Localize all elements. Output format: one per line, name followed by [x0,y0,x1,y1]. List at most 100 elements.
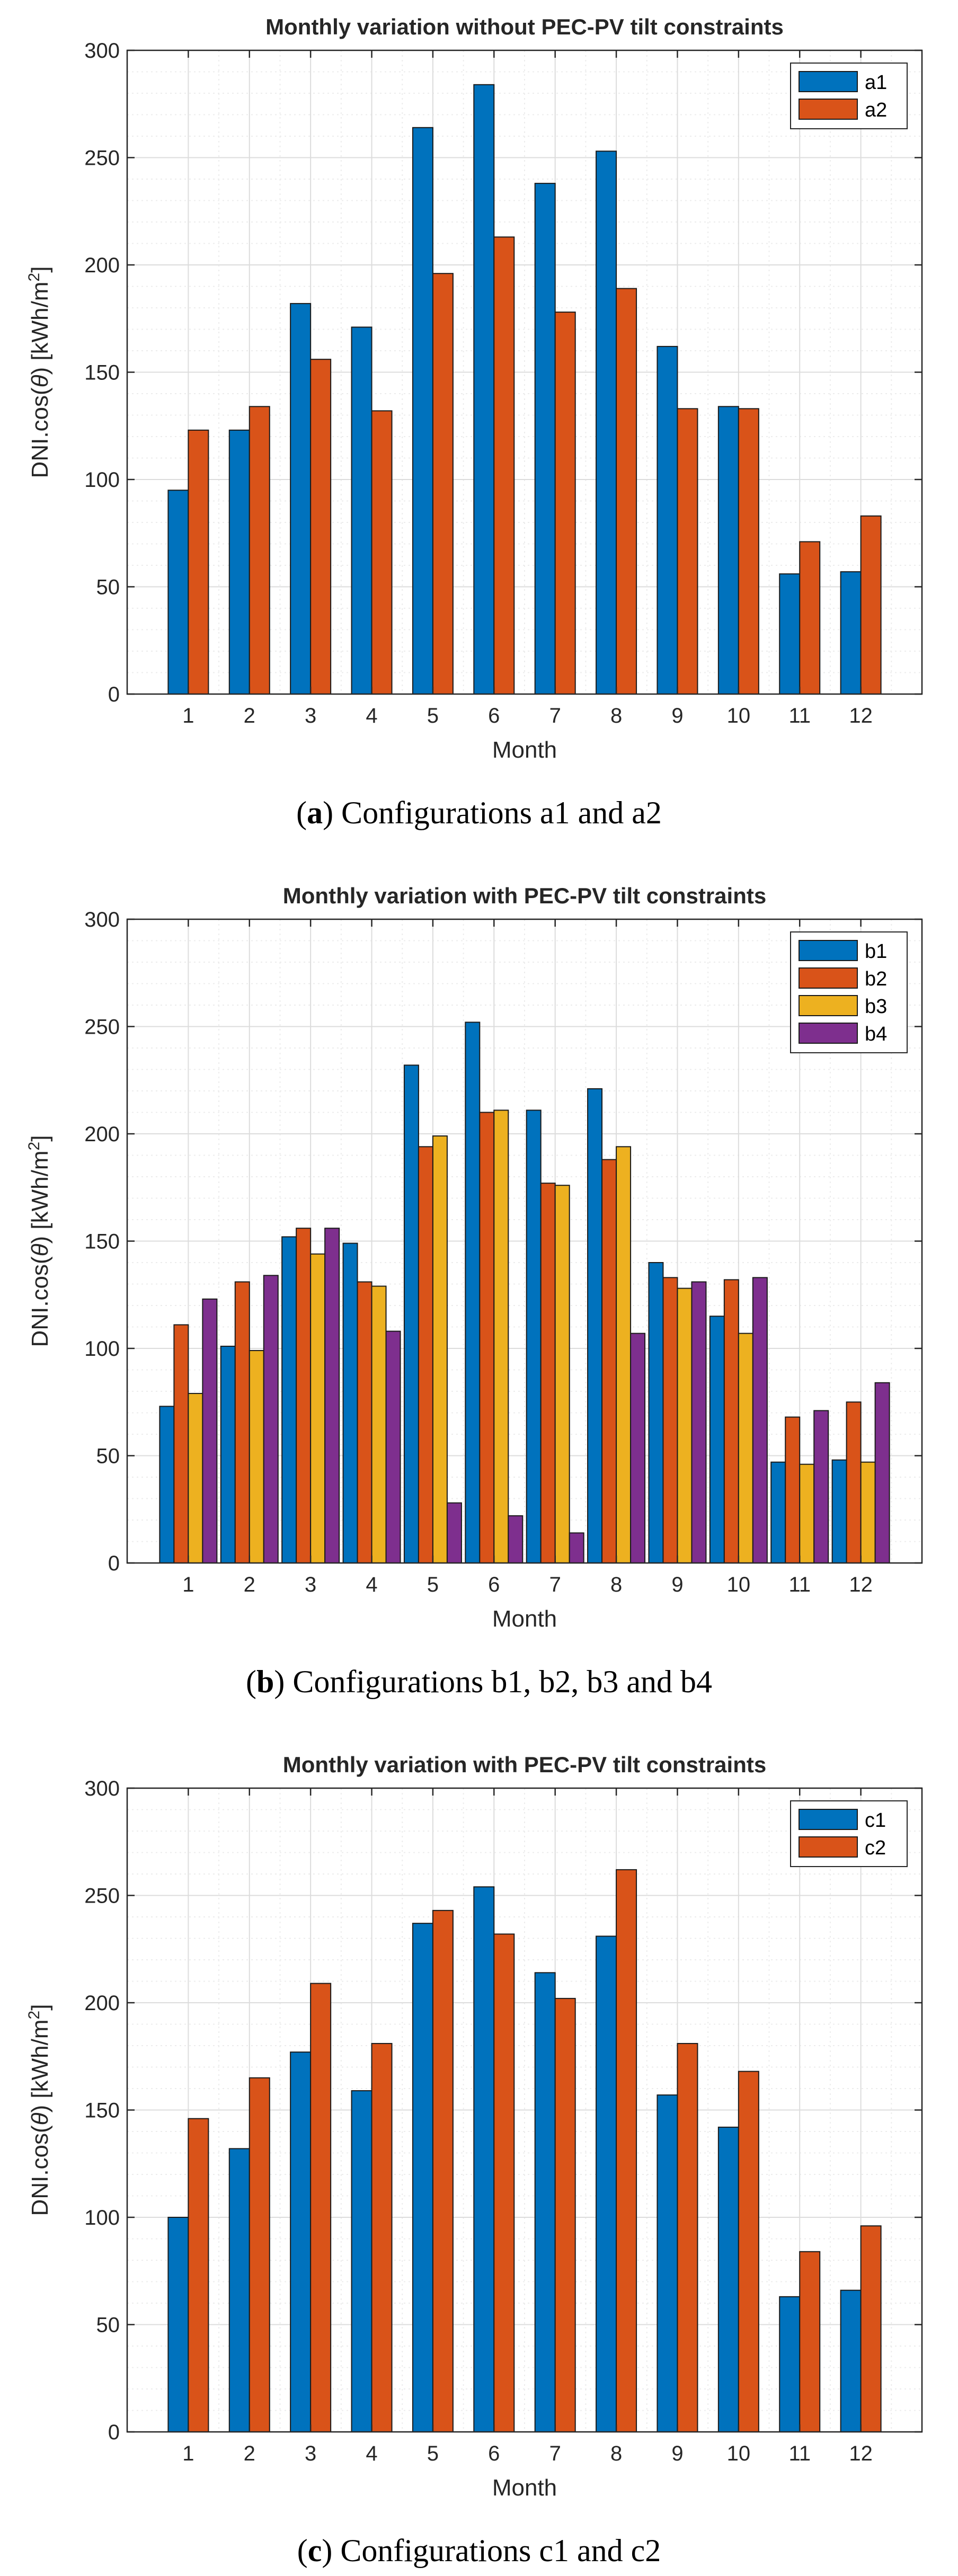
caption-close: ) [322,2533,341,2568]
chart-panel-c: 0 50 100 150 200 250 300 1 2 3 4 5 6 7 8 9 10 11 12 Monthly… [0,1738,958,2575]
bar-c2-month-7 [554,1997,576,2432]
x-tick-label: 11 [788,704,811,727]
bar-b2-month-7 [540,1183,556,1564]
caption-a: (a) Configurations a1 and a2 [0,795,958,831]
bar-c2-month-11 [799,2251,821,2432]
x-tick-label: 2 [244,1573,255,1596]
bar-a2-month-10 [738,408,759,695]
legend-swatch-c2 [799,1836,858,1858]
bar-b3-month-4 [371,1285,387,1564]
y-tick-label: 50 [96,1445,120,1468]
caption-c: (c) Configurations c1 and c2 [0,2533,958,2569]
y-label-part: ] [27,2004,53,2011]
y-tick-label: 150 [84,2099,120,2122]
bar-c1-month-1 [167,2217,189,2432]
bar-c2-month-12 [860,2225,882,2432]
bar-c1-month-9 [657,2094,678,2432]
bar-b4-month-3 [324,1228,340,1564]
bar-a2-month-7 [554,312,576,695]
x-tick-label: 9 [671,2442,683,2465]
bar-b2-month-4 [357,1281,372,1564]
caption-text: Configurations b1, b2, b3 and b4 [292,1664,712,1699]
bar-c1-month-6 [473,1886,495,2432]
x-tick-label: 11 [788,1573,811,1596]
legend-label-c2: c2 [865,1837,886,1859]
bar-b1-month-5 [403,1064,419,1564]
bar-c1-month-2 [228,2148,250,2432]
bar-b1-month-8 [587,1088,603,1564]
bar-b4-month-5 [446,1502,462,1564]
bar-c2-month-9 [677,2042,698,2432]
bar-b3-month-5 [432,1135,448,1564]
bar-b2-month-8 [601,1159,617,1564]
bar-b3-month-11 [799,1463,815,1564]
y-label-part: ] [27,1135,53,1142]
chart-title: Monthly variation with PEC-PV tilt const… [283,883,766,908]
x-tick-label: 7 [549,1573,561,1596]
bar-c2-month-2 [249,2077,270,2432]
bar-b1-month-6 [465,1021,481,1564]
bar-a1-month-1 [167,490,189,695]
bar-b1-month-10 [709,1316,725,1564]
bar-b4-month-11 [813,1410,829,1564]
x-tick-label: 8 [610,704,622,727]
caption-letter: a [307,795,323,830]
x-tick-label: 8 [610,2442,622,2465]
bar-b4-month-1 [202,1298,218,1564]
y-tick-label: 50 [96,576,120,599]
chart-panel-a: 0 50 100 150 200 250 300 1 2 3 4 5 6 7 8 9 10 11 12 Monthly… [0,0,958,858]
x-tick-label: 4 [366,1573,377,1596]
caption-open: ( [297,2533,308,2568]
y-label-part: ] [27,267,53,273]
caption-open: ( [296,795,307,830]
bars [167,84,882,695]
y-label-theta: θ [27,1243,53,1256]
legend-swatch-b4 [799,1023,858,1044]
x-tick-label: 11 [788,2442,811,2465]
bar-a1-month-9 [657,345,678,695]
bar-a2-month-1 [188,429,209,695]
bar-a2-month-8 [616,288,637,695]
x-tick-label: 3 [305,704,316,727]
minor-grid [127,919,922,1563]
x-tick-label: 10 [727,1573,751,1596]
y-tick-label: 250 [84,147,120,170]
x-tick-label: 12 [849,2442,873,2465]
x-tick-label: 4 [366,704,377,727]
bar-b3-month-9 [677,1287,693,1564]
bar-b3-month-7 [554,1185,570,1564]
bar-b4-month-9 [691,1281,707,1564]
bar-a1-month-7 [534,183,556,695]
bar-c2-month-8 [616,1869,637,2432]
y-label-part: DNI.cos( [27,1256,53,1347]
bar-c2-month-3 [310,1983,332,2432]
caption-text: Configurations c1 and c2 [340,2533,661,2568]
bar-a2-month-12 [860,515,882,695]
x-tick-label: 7 [549,2442,561,2465]
y-tick-label: 250 [84,1885,120,1908]
bar-b2-month-3 [296,1228,312,1564]
chart-panel-b: 0 50 100 150 200 250 300 1 2 3 4 5 6 7 8 9 10 11 12 Monthly… [0,869,958,1727]
x-tick-label: 2 [244,704,255,727]
y-tick-label: 0 [108,1552,120,1575]
bar-b3-month-8 [616,1146,632,1564]
bar-a1-month-12 [840,571,862,695]
bar-c2-month-1 [188,2118,209,2432]
bar-a1-month-11 [779,573,801,695]
bar-c2-month-10 [738,2071,759,2432]
bar-b4-month-2 [263,1275,279,1564]
y-tick-label: 200 [84,254,120,277]
y-label-part: ) [kWh/m [27,2019,53,2112]
caption-close: ) [274,1664,293,1699]
x-axis-label: Month [492,2475,557,2501]
bar-a2-month-5 [432,273,454,695]
y-axis-label: DNI.cos(θ) [kWh/m2] [25,1135,53,1347]
x-tick-label: 10 [727,704,751,727]
y-tick-label: 250 [84,1016,120,1039]
bar-b1-month-1 [159,1406,175,1564]
